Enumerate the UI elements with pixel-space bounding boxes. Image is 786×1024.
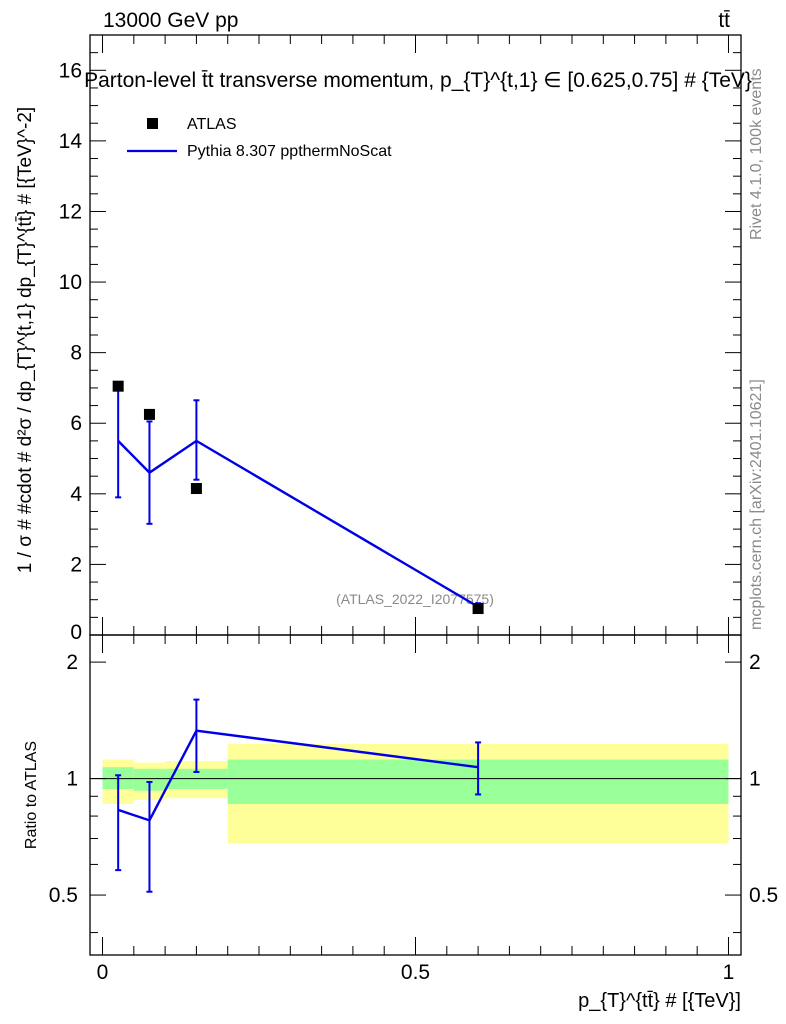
ratio-x-tick-label: 0 <box>97 961 109 984</box>
ratio-y-tick-label: 2 <box>66 651 78 674</box>
ratio-y-axis: 0.5 0.5 1 1 2 2 <box>49 651 778 934</box>
main-x-axis <box>102 35 729 635</box>
ratio-panel: 0.5 0.51 12 2 0 0.5 1 Ratio to ATLAS p_{T}^{t… <box>23 634 778 1012</box>
ratio-y-label: Ratio to ATLAS <box>23 741 40 849</box>
legend-atlas-marker <box>147 118 158 129</box>
main-y-label: 1 / σ # #cdot # d²σ / dp_{T}^{t,1} dp_{T… <box>15 107 36 573</box>
main-y-tick-label: 12 <box>59 200 82 223</box>
mcplots-label: mcplots.cern.ch [arXiv:2401.10621] <box>748 379 765 630</box>
main-y-tick-label: 10 <box>59 271 82 294</box>
ratio-y-tick-label: 0.5 <box>49 884 78 907</box>
main-y-tick-label: 4 <box>70 483 82 506</box>
ratio-y-tick-label-right: 0.5 <box>749 884 778 907</box>
atlas-data-point <box>472 603 484 615</box>
ratio-band-inner <box>133 768 166 791</box>
x-axis-label: p_{T}^{tt̄} # [{TeV}] <box>578 990 741 1012</box>
main-y-axis: 0 2 4 6 8 10 12 14 16 <box>59 34 741 644</box>
mc-series-line <box>117 439 479 608</box>
ratio-x-tick-label: 0.5 <box>401 961 430 984</box>
main-y-tick-label: 0 <box>70 621 82 644</box>
energy-label: 13000 GeV pp <box>103 9 238 32</box>
main-y-tick-label: 8 <box>70 342 82 365</box>
main-y-tick-label: 2 <box>70 553 82 576</box>
main-y-tick-label: 6 <box>70 412 82 435</box>
analysis-watermark: (ATLAS_2022_I2077575) <box>336 591 494 607</box>
legend-pythia-label: Pythia 8.307 ppthermNoScat <box>187 143 392 160</box>
ratio-x-axis: 0 0.5 1 <box>97 635 735 984</box>
main-y-tick-label: 16 <box>59 59 82 82</box>
ratio-y-tick-label-right: 1 <box>749 768 761 791</box>
main-panel: 0 2 4 6 8 10 12 14 16 (ATLAS_2022_I2077575) Part… <box>15 34 752 644</box>
atlas-data-point <box>190 483 202 495</box>
process-label: tt̄ <box>718 9 730 32</box>
ratio-x-tick-label: 1 <box>723 961 735 984</box>
rivet-version-label: Rivet 4.1.0, 100k events <box>748 68 765 240</box>
ratio-series-line <box>117 729 479 822</box>
main-data-layer <box>112 380 484 615</box>
main-y-tick-label: 14 <box>59 130 83 153</box>
atlas-data-point <box>143 408 155 420</box>
ratio-data-layer <box>115 698 482 893</box>
atlas-data-point <box>112 380 124 392</box>
ratio-y-tick-label-right: 2 <box>749 651 761 674</box>
chart-title: Parton-level t̄t transverse momentum, p_… <box>84 69 752 92</box>
ratio-y-tick-label: 1 <box>66 768 78 791</box>
legend: ATLAS Pythia 8.307 ppthermNoScat <box>127 116 392 160</box>
legend-atlas-label: ATLAS <box>187 116 237 133</box>
